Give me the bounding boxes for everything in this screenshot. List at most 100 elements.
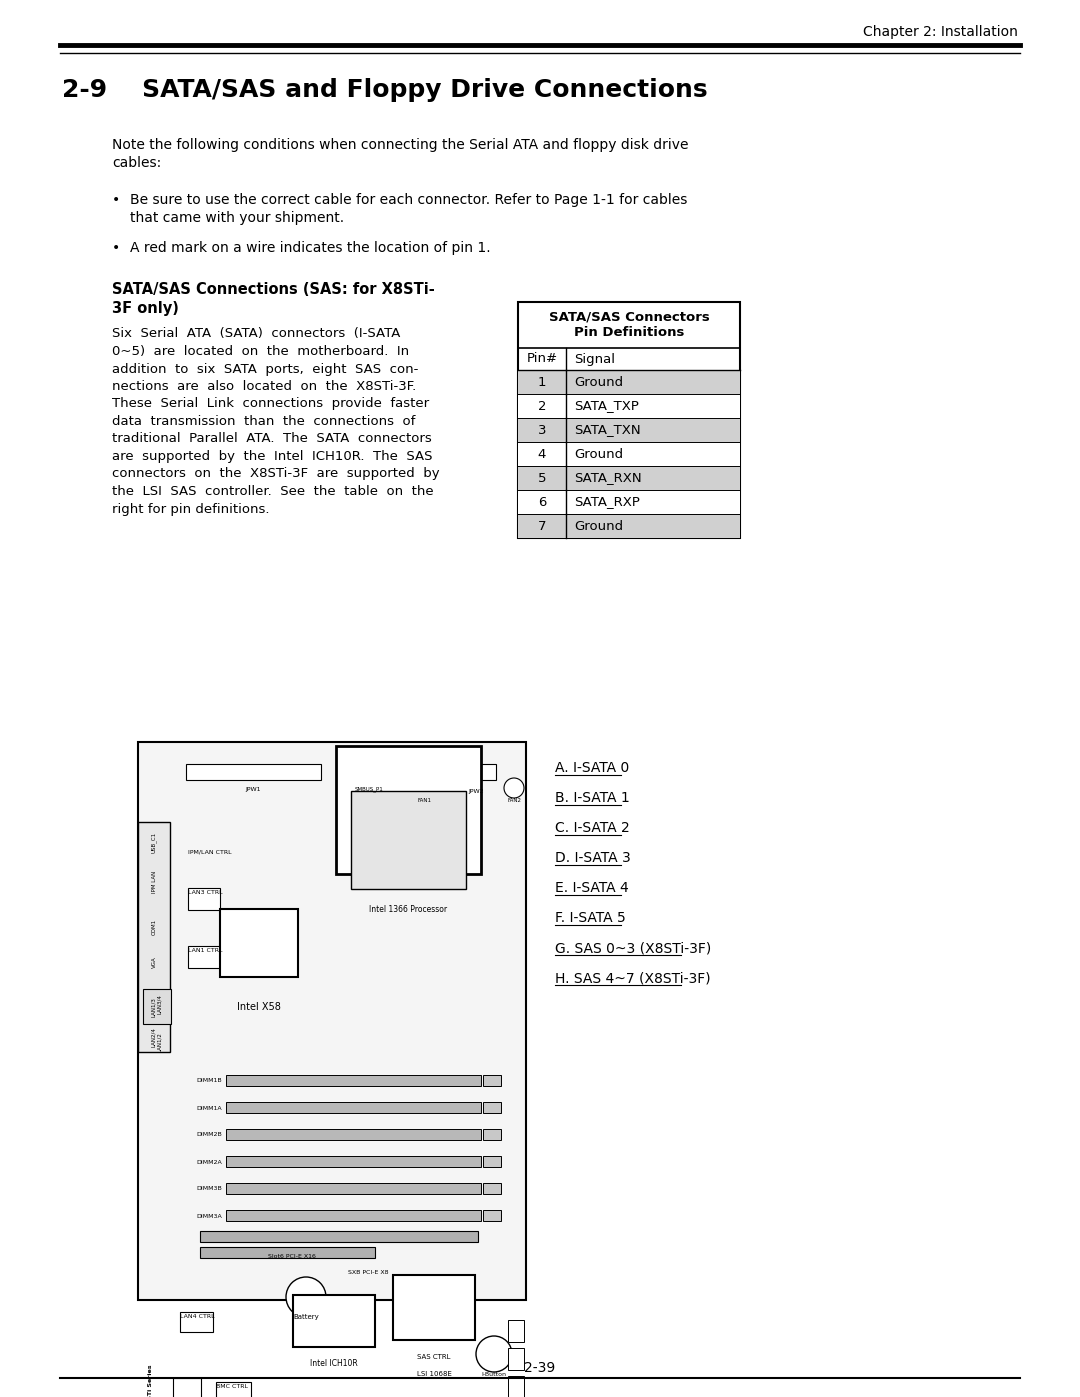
Bar — [518, 467, 740, 490]
Text: 1: 1 — [538, 376, 546, 388]
Bar — [508, 1320, 524, 1343]
Bar — [220, 909, 298, 977]
Text: H. SAS 4~7 (X8STi-3F): H. SAS 4~7 (X8STi-3F) — [555, 971, 711, 985]
Text: connectors  on  the  X8STi-3F  are  supported  by: connectors on the X8STi-3F are supported… — [112, 468, 440, 481]
Text: A. I-SATA 0: A. I-SATA 0 — [555, 761, 630, 775]
Text: LAN1/2: LAN1/2 — [158, 1032, 162, 1052]
Text: traditional  Parallel  ATA.  The  SATA  connectors: traditional Parallel ATA. The SATA conne… — [112, 433, 432, 446]
Text: USB_C1: USB_C1 — [151, 831, 157, 852]
Bar — [226, 1129, 481, 1140]
Bar — [483, 1155, 501, 1166]
Text: Intel ICH10R: Intel ICH10R — [310, 1359, 357, 1369]
Text: IPM LAN: IPM LAN — [151, 870, 157, 893]
Text: JPW2: JPW2 — [469, 789, 484, 795]
Text: cables:: cables: — [112, 156, 161, 170]
Text: A red mark on a wire indicates the location of pin 1.: A red mark on a wire indicates the locat… — [130, 242, 490, 256]
Bar — [226, 1183, 481, 1194]
Text: IPM/LAN CTRL: IPM/LAN CTRL — [188, 849, 231, 855]
Bar — [293, 1295, 375, 1347]
Text: 4: 4 — [538, 447, 546, 461]
Text: SAS CTRL: SAS CTRL — [417, 1354, 450, 1361]
Text: D. I-SATA 3: D. I-SATA 3 — [555, 851, 631, 865]
Text: 5: 5 — [538, 472, 546, 485]
Bar — [508, 1348, 524, 1370]
Text: the  LSI  SAS  controller.  See  the  table  on  the: the LSI SAS controller. See the table on… — [112, 485, 434, 497]
Bar — [508, 1376, 524, 1397]
Bar — [483, 1183, 501, 1194]
Text: E. I-SATA 4: E. I-SATA 4 — [555, 882, 629, 895]
Text: nections  are  also  located  on  the  X8STi-3F.: nections are also located on the X8STi-3… — [112, 380, 416, 393]
Text: DIMM3A: DIMM3A — [197, 1214, 222, 1218]
Text: Intel 1366 Processor: Intel 1366 Processor — [369, 905, 447, 915]
Text: that came with your shipment.: that came with your shipment. — [130, 211, 345, 225]
Text: G. SAS 0~3 (X8STi-3F): G. SAS 0~3 (X8STi-3F) — [555, 942, 712, 956]
Text: Ground: Ground — [573, 520, 623, 532]
Bar — [138, 821, 170, 1052]
Bar — [186, 764, 321, 780]
Bar — [518, 490, 740, 514]
Text: Pin#: Pin# — [526, 352, 557, 366]
Bar — [200, 1248, 375, 1259]
Text: SATA_TXP: SATA_TXP — [573, 400, 639, 412]
Bar — [143, 989, 171, 1024]
Text: SMBUS_P1: SMBUS_P1 — [354, 787, 383, 792]
Text: SATA_RXP: SATA_RXP — [573, 496, 639, 509]
Bar — [216, 1382, 251, 1397]
Text: LAN3 CTRL: LAN3 CTRL — [188, 890, 222, 894]
Bar — [351, 791, 465, 888]
Text: LAN4 CTRL: LAN4 CTRL — [180, 1315, 215, 1320]
Text: 2-39: 2-39 — [525, 1361, 555, 1375]
Text: LAN2/4: LAN2/4 — [151, 1027, 157, 1046]
Text: Be sure to use the correct cable for each connector. Refer to Page 1-1 for cable: Be sure to use the correct cable for eac… — [130, 193, 687, 207]
Text: FAN1: FAN1 — [417, 798, 431, 802]
Bar — [200, 1231, 478, 1242]
Bar — [518, 418, 740, 441]
Text: SATA/SAS Connections (SAS: for X8STi-: SATA/SAS Connections (SAS: for X8STi- — [112, 282, 435, 298]
Bar — [226, 1102, 481, 1113]
Text: •: • — [112, 242, 120, 256]
Circle shape — [476, 1336, 512, 1372]
Text: DIMM2A: DIMM2A — [197, 1160, 222, 1165]
Text: 7: 7 — [538, 520, 546, 532]
Text: Six  Serial  ATA  (SATA)  connectors  (I-SATA: Six Serial ATA (SATA) connectors (I-SATA — [112, 327, 401, 341]
Bar — [483, 1129, 501, 1140]
Bar — [518, 514, 740, 538]
Bar — [226, 1210, 481, 1221]
Text: DIMM1A: DIMM1A — [197, 1105, 222, 1111]
Bar — [483, 1076, 501, 1085]
Bar — [518, 302, 740, 538]
Text: 3F only): 3F only) — [112, 300, 179, 316]
Text: LAN1 CTRL: LAN1 CTRL — [188, 947, 222, 953]
Text: Chapter 2: Installation: Chapter 2: Installation — [863, 25, 1018, 39]
Text: Signal: Signal — [573, 352, 615, 366]
Text: Slot6 PCI-E X16: Slot6 PCI-E X16 — [268, 1253, 315, 1259]
Text: Ground: Ground — [573, 447, 623, 461]
Bar — [456, 764, 496, 780]
Text: B. I-SATA 1: B. I-SATA 1 — [555, 791, 630, 805]
Text: 2: 2 — [538, 400, 546, 412]
Text: DIMM1B: DIMM1B — [197, 1078, 222, 1084]
Text: right for pin definitions.: right for pin definitions. — [112, 503, 270, 515]
Text: DIMM3B: DIMM3B — [197, 1186, 222, 1192]
Text: Note the following conditions when connecting the Serial ATA and floppy disk dri: Note the following conditions when conne… — [112, 138, 689, 152]
Bar — [226, 1155, 481, 1166]
Bar — [138, 742, 526, 1301]
Text: F. I-SATA 5: F. I-SATA 5 — [555, 911, 625, 925]
Bar — [188, 946, 220, 968]
Text: VGA: VGA — [151, 956, 157, 968]
Text: SUPER● X8STi Series: SUPER● X8STi Series — [148, 1365, 152, 1397]
Text: C. I-SATA 2: C. I-SATA 2 — [555, 821, 630, 835]
Bar — [173, 1377, 201, 1397]
Text: 0~5)  are  located  on  the  motherboard.  In: 0~5) are located on the motherboard. In — [112, 345, 409, 358]
Text: SXB PCI-E X8: SXB PCI-E X8 — [348, 1270, 388, 1274]
Text: COM1: COM1 — [151, 919, 157, 935]
Bar — [393, 1275, 475, 1340]
Text: are  supported  by  the  Intel  ICH10R.  The  SAS: are supported by the Intel ICH10R. The S… — [112, 450, 432, 462]
Bar — [336, 746, 481, 875]
Text: data  transmission  than  the  connections  of: data transmission than the connections o… — [112, 415, 416, 427]
Text: addition  to  six  SATA  ports,  eight  SAS  con-: addition to six SATA ports, eight SAS co… — [112, 362, 418, 376]
Text: Ground: Ground — [573, 376, 623, 388]
Text: LSI 1068E: LSI 1068E — [417, 1370, 451, 1377]
Bar — [483, 1102, 501, 1113]
Bar — [483, 1210, 501, 1221]
